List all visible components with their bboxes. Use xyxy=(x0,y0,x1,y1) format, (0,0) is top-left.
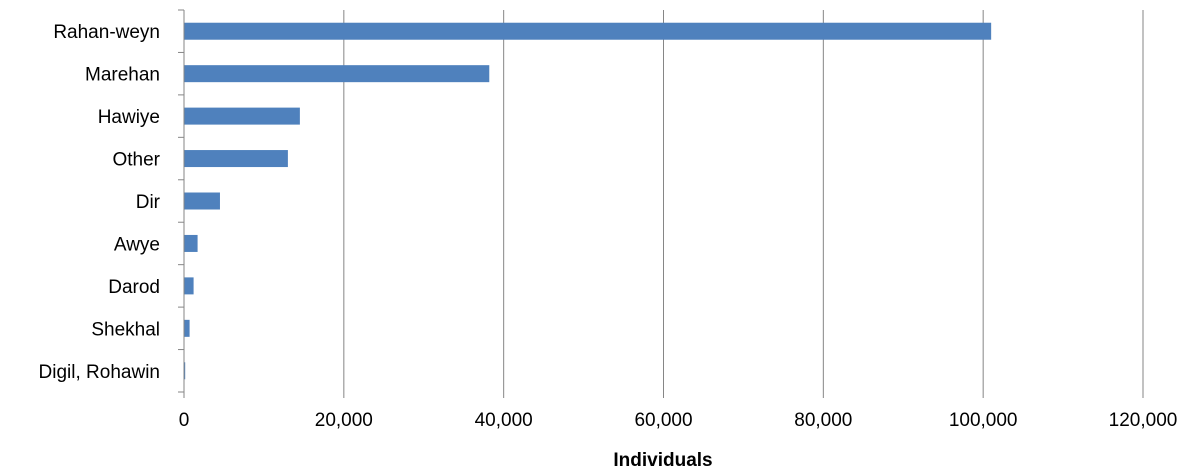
category-labels: Rahan-weyn Marehan Hawiye Other Dir Awye Darod… xyxy=(39,22,161,383)
x-axis-title: Individuals xyxy=(613,450,712,471)
bar-4 xyxy=(184,192,220,210)
gridlines xyxy=(343,10,1144,392)
x-tick-label-1: 20,000 xyxy=(315,410,373,431)
x-tick-label-0: 0 xyxy=(179,410,190,431)
category-label-3: Other xyxy=(112,150,160,171)
bar-5 xyxy=(184,234,198,252)
bar-3 xyxy=(184,150,288,168)
bar-7 xyxy=(184,319,190,337)
axes xyxy=(178,9,1144,398)
category-label-7: Shekhal xyxy=(91,319,160,340)
bar-1 xyxy=(184,65,490,83)
x-tick-label-3: 60,000 xyxy=(634,410,692,431)
category-label-1: Marehan xyxy=(85,65,160,86)
bars xyxy=(184,22,992,380)
x-tick-label-6: 120,000 xyxy=(1109,410,1178,431)
bar-0 xyxy=(184,22,992,40)
x-tick-label-4: 80,000 xyxy=(794,410,852,431)
x-tick-labels: 0 20,000 40,000 60,000 80,000 100,000 120,000 xyxy=(179,410,1178,431)
category-label-6: Darod xyxy=(108,277,160,298)
category-label-0: Rahan-weyn xyxy=(53,22,160,43)
category-label-8: Digil, Rohawin xyxy=(39,362,160,383)
category-label-2: Hawiye xyxy=(98,107,160,128)
category-label-5: Awye xyxy=(114,234,160,255)
x-tick-label-2: 40,000 xyxy=(475,410,533,431)
bar-8 xyxy=(184,362,186,380)
bar-6 xyxy=(184,277,194,295)
category-label-4: Dir xyxy=(136,192,161,213)
x-tick-label-5: 100,000 xyxy=(949,410,1018,431)
bar-2 xyxy=(184,107,300,125)
